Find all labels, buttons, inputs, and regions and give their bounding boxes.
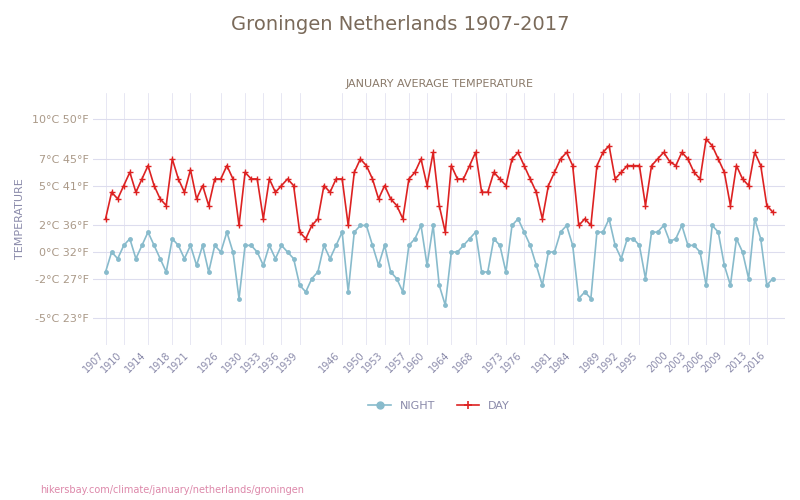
Legend: NIGHT, DAY: NIGHT, DAY	[364, 396, 514, 415]
Y-axis label: TEMPERATURE: TEMPERATURE	[15, 178, 25, 259]
Title: JANUARY AVERAGE TEMPERATURE: JANUARY AVERAGE TEMPERATURE	[346, 79, 534, 89]
Text: Groningen Netherlands 1907-2017: Groningen Netherlands 1907-2017	[230, 15, 570, 34]
Text: hikersbay.com/climate/january/netherlands/groningen: hikersbay.com/climate/january/netherland…	[40, 485, 304, 495]
